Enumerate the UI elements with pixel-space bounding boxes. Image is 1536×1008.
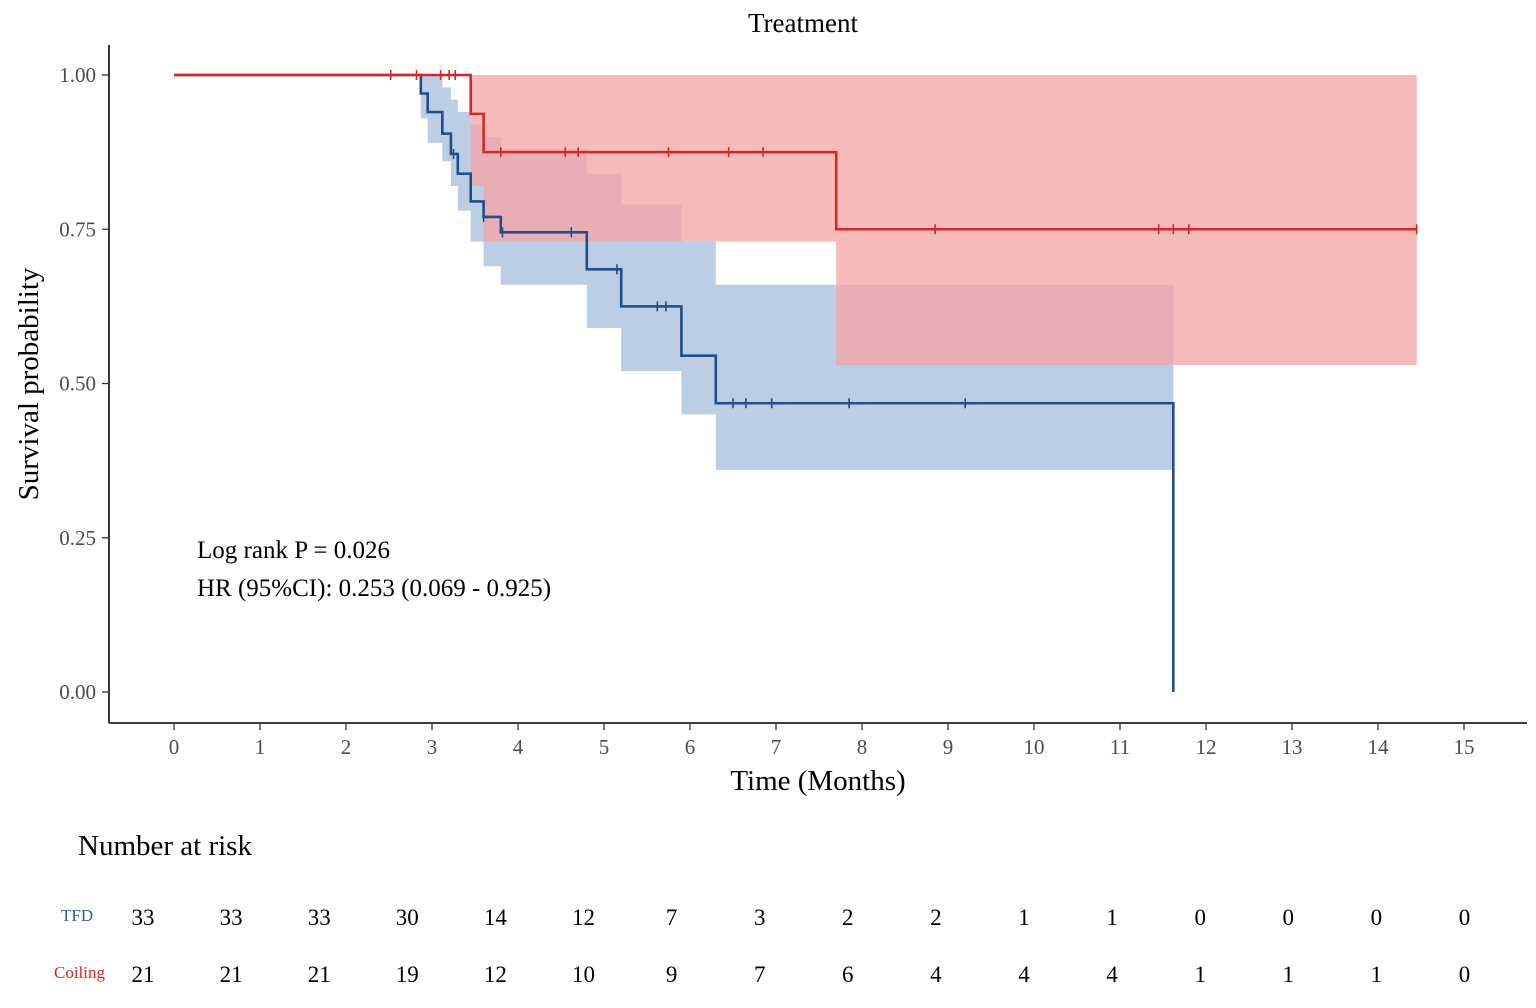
risk-value-tfd: 0 bbox=[1283, 905, 1295, 930]
risk-value-coiling: 0 bbox=[1459, 962, 1471, 987]
risk-value-tfd: 1 bbox=[1106, 905, 1118, 930]
risk-value-tfd: 3 bbox=[754, 905, 766, 930]
survival-curves bbox=[174, 70, 1418, 692]
risk-value-tfd: 33 bbox=[220, 905, 243, 930]
log-rank-annotation: Log rank P = 0.026 bbox=[197, 537, 390, 564]
x-tick-label: 15 bbox=[1454, 735, 1475, 759]
x-tick-label: 2 bbox=[341, 735, 352, 759]
y-tick-label: 0.25 bbox=[59, 526, 96, 550]
y-axis-title: Survival probability bbox=[13, 267, 45, 500]
risk-value-tfd: 7 bbox=[666, 905, 678, 930]
risk-value-coiling: 12 bbox=[484, 962, 507, 987]
chart-title: Treatment bbox=[748, 8, 858, 38]
risk-value-tfd: 0 bbox=[1459, 905, 1471, 930]
risk-value-tfd: 33 bbox=[308, 905, 331, 930]
y-tick-label: 0.50 bbox=[59, 372, 96, 396]
y-tick-label: 0.00 bbox=[59, 680, 96, 704]
x-tick-label: 6 bbox=[685, 735, 696, 759]
risk-row-label-tfd: TFD bbox=[61, 906, 93, 925]
survival-curve-tfd bbox=[174, 73, 1175, 692]
risk-value-coiling: 21 bbox=[132, 962, 155, 987]
y-tick-label: 1.00 bbox=[59, 63, 96, 87]
risk-value-tfd: 30 bbox=[396, 905, 419, 930]
x-axis-title: Time (Months) bbox=[730, 765, 905, 797]
risk-value-coiling: 1 bbox=[1283, 962, 1295, 987]
risk-value-coiling: 21 bbox=[308, 962, 331, 987]
y-tick-label: 0.75 bbox=[59, 217, 96, 241]
risk-value-coiling: 19 bbox=[396, 962, 419, 987]
axes: 0 1 2 3 4 5 6 7 8 9 10 11 12 13 14 150.000.250.500.751.… bbox=[59, 45, 1527, 759]
risk-row-label-coiling: Coiling bbox=[54, 963, 106, 982]
hazard-ratio-annotation: HR (95%CI): 0.253 (0.069 - 0.925) bbox=[197, 575, 551, 602]
risk-value-tfd: 12 bbox=[572, 905, 595, 930]
confidence-bands bbox=[420, 75, 1417, 520]
risk-value-tfd: 0 bbox=[1194, 905, 1206, 930]
x-tick-label: 3 bbox=[427, 735, 438, 759]
risk-value-coiling: 21 bbox=[220, 962, 243, 987]
survival-curve-coiling bbox=[174, 73, 1417, 231]
risk-value-tfd: 2 bbox=[842, 905, 854, 930]
x-tick-label: 5 bbox=[599, 735, 610, 759]
x-tick-label: 8 bbox=[857, 735, 868, 759]
x-tick-label: 0 bbox=[169, 735, 180, 759]
risk-value-coiling: 9 bbox=[666, 962, 678, 987]
risk-table-title: Number at risk bbox=[78, 830, 252, 862]
risk-value-coiling: 6 bbox=[842, 962, 854, 987]
x-tick-label: 9 bbox=[943, 735, 954, 759]
x-tick-label: 4 bbox=[513, 735, 524, 759]
risk-value-coiling: 1 bbox=[1194, 962, 1206, 987]
risk-value-tfd: 14 bbox=[484, 905, 508, 930]
risk-value-coiling: 10 bbox=[572, 962, 595, 987]
risk-value-coiling: 1 bbox=[1371, 962, 1383, 987]
risk-value-coiling: 4 bbox=[930, 962, 942, 987]
x-tick-label: 7 bbox=[771, 735, 782, 759]
risk-value-coiling: 7 bbox=[754, 962, 766, 987]
risk-value-tfd: 0 bbox=[1371, 905, 1383, 930]
x-tick-label: 10 bbox=[1024, 735, 1045, 759]
ci-band-coiling bbox=[470, 75, 1417, 365]
x-tick-label: 14 bbox=[1368, 735, 1390, 759]
risk-value-coiling: 4 bbox=[1106, 962, 1118, 987]
risk-value-tfd: 2 bbox=[930, 905, 942, 930]
x-tick-label: 11 bbox=[1110, 735, 1130, 759]
x-tick-label: 1 bbox=[255, 735, 266, 759]
risk-value-tfd: 1 bbox=[1018, 905, 1030, 930]
risk-value-tfd: 33 bbox=[132, 905, 155, 930]
x-tick-label: 12 bbox=[1196, 735, 1217, 759]
x-tick-label: 13 bbox=[1282, 735, 1303, 759]
risk-value-coiling: 4 bbox=[1018, 962, 1030, 987]
